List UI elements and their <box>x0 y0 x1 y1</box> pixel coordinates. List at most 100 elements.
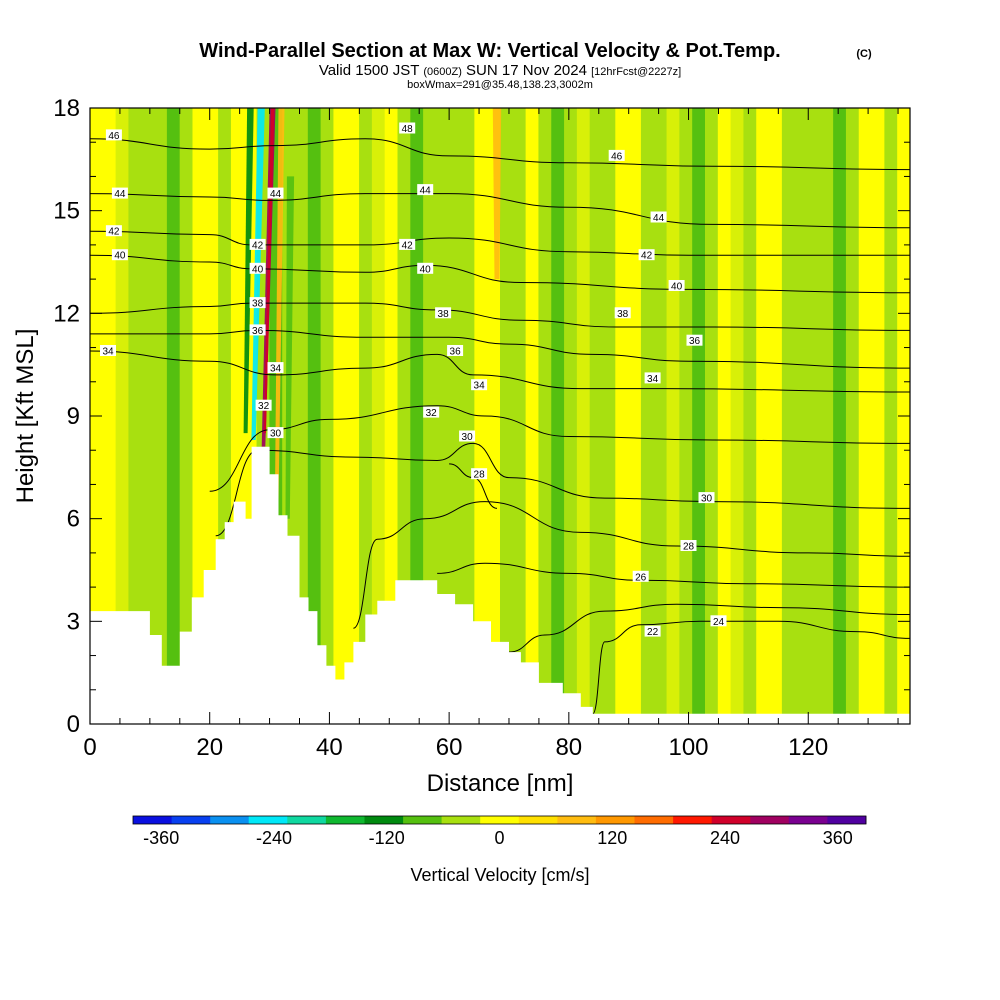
colorbar-tick-label: -360 <box>143 828 179 848</box>
contour-label: 46 <box>108 131 120 142</box>
contour-label: 36 <box>450 347 462 358</box>
contour-label: 42 <box>402 240 414 251</box>
theta-contour-28 <box>353 501 910 629</box>
colorbar-tick-label: -240 <box>256 828 292 848</box>
contour-label-bg <box>105 225 122 237</box>
contour-label-bg <box>105 129 122 141</box>
contour-label: 36 <box>689 336 701 347</box>
velocity-field-stripe <box>141 108 155 724</box>
contour-label-bg <box>608 149 625 161</box>
contour-label: 30 <box>462 432 474 443</box>
copyright-mark: (C) <box>856 48 872 60</box>
colorbar-swatch <box>480 816 520 824</box>
y-tick-label: 0 <box>67 711 80 738</box>
contour-label-bg <box>614 307 631 319</box>
velocity-field-stripe <box>576 108 591 724</box>
contour-label: 24 <box>713 617 725 628</box>
contour-label-bg <box>680 540 697 551</box>
colorbar-swatch <box>133 816 172 824</box>
contour-label-bg <box>255 399 272 411</box>
contour-label: 46 <box>611 151 623 162</box>
contour-label: 34 <box>102 347 114 358</box>
valid-time: Valid 1500 JST <box>319 62 419 79</box>
y-tick-label: 9 <box>67 403 80 430</box>
x-tick-label: 80 <box>555 734 582 761</box>
colorbar-swatch <box>711 816 751 824</box>
x-tick-label: 100 <box>668 734 708 761</box>
velocity-field-stripe <box>461 108 475 724</box>
velocity-field-stripe <box>653 108 668 724</box>
contour-label-bg <box>644 372 661 384</box>
contour-label: 44 <box>653 213 665 224</box>
contour-label-bg <box>632 570 649 582</box>
colorbar-swatch <box>364 816 404 824</box>
velocity-field-stripe <box>128 108 142 724</box>
velocity-field-stripe <box>756 108 770 724</box>
contour-label: 38 <box>438 309 450 320</box>
contour-label-bg <box>399 122 416 134</box>
contour-label: 40 <box>420 264 432 275</box>
theta-contour-34 <box>90 350 910 393</box>
colorbar-tick-label: -120 <box>369 828 405 848</box>
colorbar-swatch <box>634 816 674 824</box>
y-tick-label: 12 <box>53 300 80 327</box>
contour-label-bg <box>698 492 715 504</box>
contour-label-bg <box>471 468 488 480</box>
contour-label-bg <box>249 238 266 250</box>
contour-label: 42 <box>108 227 120 238</box>
velocity-feature-band <box>492 108 502 280</box>
contour-label: 28 <box>683 542 695 553</box>
contour-label: 40 <box>114 251 126 262</box>
velocity-field-stripe <box>359 108 373 724</box>
contour-label-bg <box>668 280 685 291</box>
forecast-info: [12hrFcst@2227z] <box>591 66 681 78</box>
theta-contour-36 <box>90 329 910 369</box>
box-info: boxWmax=291@35.48,138.23,3002m <box>407 79 593 91</box>
contour-label-bg <box>650 211 667 223</box>
contour-label-bg <box>423 406 440 418</box>
theta-contour-42 <box>90 230 910 256</box>
velocity-field-stripe <box>794 108 809 724</box>
colorbar-swatch <box>827 816 867 824</box>
contour-label: 30 <box>701 494 713 505</box>
x-tick-label: 40 <box>316 734 343 761</box>
velocity-field-stripe <box>615 108 629 724</box>
theta-contour-22 <box>592 620 910 715</box>
velocity-field-stripe <box>858 108 873 724</box>
contour-label: 36 <box>252 326 264 337</box>
velocity-feature-band <box>243 108 254 434</box>
y-tick-label: 15 <box>53 198 80 225</box>
velocity-field-stripe <box>820 108 834 724</box>
valid-utc: (0600Z) <box>423 66 462 78</box>
contour-label-bg <box>471 379 488 391</box>
contour-label-bg <box>267 187 284 199</box>
valid-date: SUN 17 Nov 2024 <box>466 62 587 79</box>
contour-label-bg <box>710 615 727 627</box>
contour-label: 28 <box>474 470 486 481</box>
contour-label-bg <box>417 184 434 196</box>
colorbar-frame <box>132 815 867 825</box>
theta-contour-46 <box>90 138 910 171</box>
contour-label: 42 <box>252 240 264 251</box>
theta-contour-38 <box>90 302 910 331</box>
contour-label: 30 <box>270 429 282 440</box>
colorbar-tick-label: 240 <box>710 828 740 848</box>
velocity-field-stripe <box>371 108 386 724</box>
theta-contour-44 <box>90 193 910 229</box>
contour-label: 34 <box>647 374 659 385</box>
terrain <box>90 446 910 724</box>
contour-label: 48 <box>402 124 414 135</box>
contour-label-bg <box>417 262 434 274</box>
velocity-field-stripe <box>525 108 540 724</box>
colorbar-swatch <box>287 816 327 824</box>
velocity-field-stripe <box>448 108 463 724</box>
velocity-field-stripe <box>705 108 719 724</box>
velocity-field-stripe <box>769 108 783 724</box>
contour-label-bg <box>644 625 661 637</box>
velocity-field-stripe <box>640 108 655 724</box>
velocity-field-stripe <box>628 108 642 724</box>
colorbar-swatch <box>557 816 597 824</box>
velocity-field-stripe <box>346 108 360 724</box>
contour-label: 40 <box>252 264 264 275</box>
contour-label: 42 <box>641 251 653 262</box>
